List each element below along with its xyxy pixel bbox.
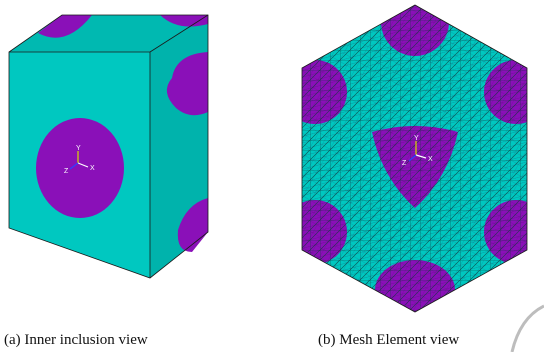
axis-y-label: Y [76,145,81,152]
axis-z-label: Z [402,160,407,167]
mesh-element-view: Y X Z [301,4,544,352]
axis-triad-b: Y X Z [402,135,433,167]
axis-triad-a: Y X Z [64,145,95,175]
inclusion-center [36,118,124,218]
axis-z-label: Z [64,168,69,175]
axis-x-label: X [428,156,433,163]
cube-edges [8,14,209,279]
inclusion-right-upper [166,52,208,116]
axis-y-label: Y [414,135,419,142]
caption-inner-inclusion-view: (a) Inner inclusion view [4,332,148,348]
caption-mesh-element-view: (b) Mesh Element view [318,332,460,348]
inner-inclusion-view: Y X Z [8,14,209,279]
inclusion-top-left [38,15,92,38]
inclusion-top-right [160,15,208,27]
axis-x-label: X [90,165,95,172]
decorative-arc [510,304,544,352]
